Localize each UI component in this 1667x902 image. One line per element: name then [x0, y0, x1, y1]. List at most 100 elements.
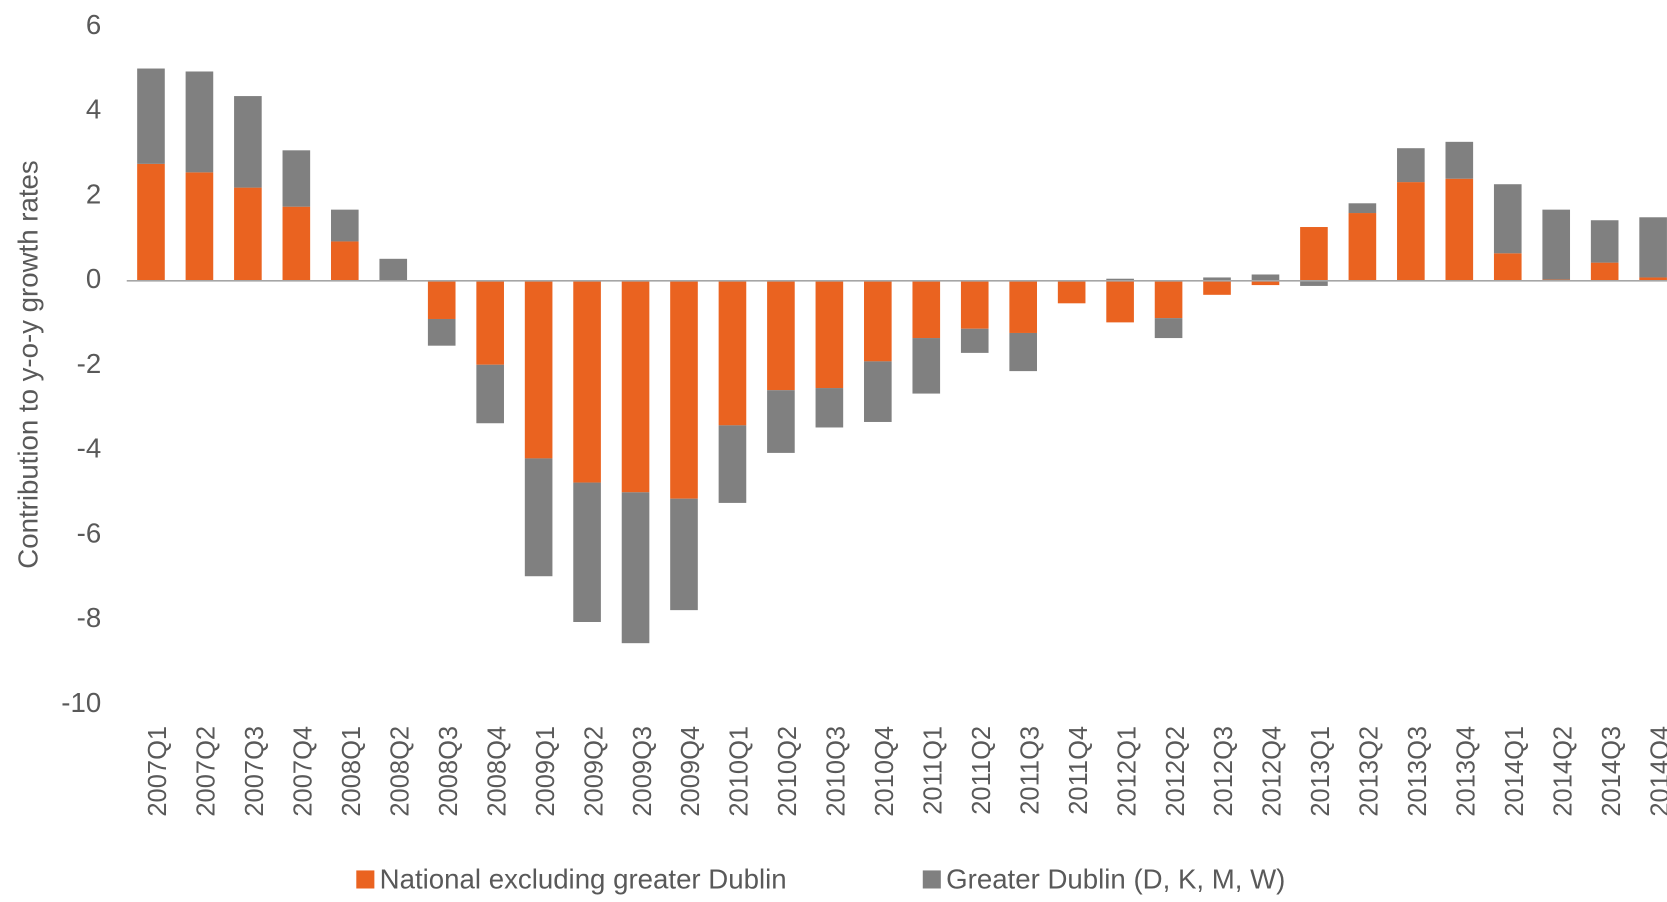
bar-segment [1445, 178, 1474, 281]
x-tick-label: 2011Q4 [1065, 726, 1093, 815]
x-tick-label: 2009Q2 [580, 726, 608, 817]
legend-label: National excluding greater Dublin [380, 863, 787, 894]
bar-segment [670, 498, 698, 611]
bar-segment [524, 458, 553, 577]
x-tick-label: 2012Q3 [1210, 726, 1238, 817]
x-tick-label: 2008Q1 [338, 726, 366, 817]
x-tick-label: 2009Q3 [629, 726, 657, 817]
bar-segment [621, 492, 650, 644]
bar-segment [282, 150, 311, 207]
bar-segment [960, 280, 989, 329]
bar-segment [573, 280, 601, 483]
x-tick-label: 2008Q2 [386, 726, 414, 817]
bar-segment [912, 280, 941, 339]
bar-segment [1397, 182, 1425, 281]
legend-swatch [922, 870, 941, 889]
bar-segment [1445, 141, 1474, 179]
bar-segment [1057, 280, 1086, 304]
bar-segment [621, 280, 650, 493]
x-tick-label: 2011Q3 [1016, 726, 1044, 815]
bar-segment [864, 361, 892, 422]
bar-segment [912, 338, 941, 394]
bar-segment [1348, 203, 1377, 214]
bar-segment [1251, 280, 1280, 286]
y-tick-label: 0 [86, 263, 101, 294]
y-tick-label: -10 [61, 687, 101, 718]
bar-segment [718, 280, 747, 426]
bar-segment [1009, 332, 1038, 372]
x-tick-label: 2007Q4 [290, 726, 318, 817]
bar-segment [1154, 280, 1183, 319]
bar-segment [864, 280, 892, 362]
y-tick-label: -2 [77, 348, 102, 379]
x-tick-label: 2014Q2 [1549, 726, 1577, 817]
x-tick-label: 2010Q3 [823, 726, 851, 817]
bar-segment [1542, 209, 1571, 280]
y-tick-label: -4 [77, 433, 102, 464]
bar-segment [815, 388, 844, 428]
bar-segment [1493, 184, 1522, 254]
bar-segment [1348, 213, 1377, 281]
bar-segment [137, 68, 165, 164]
x-tick-label: 2011Q1 [920, 726, 948, 815]
x-tick-label: 2010Q2 [774, 726, 802, 817]
bar-segment [670, 280, 698, 499]
x-tick-label: 2007Q3 [241, 726, 269, 817]
y-tick-label: 2 [86, 178, 101, 209]
bar-segment [815, 280, 844, 389]
y-tick-label: 4 [86, 94, 101, 125]
bar-segment [1251, 274, 1280, 281]
bar-segment [1590, 220, 1619, 263]
y-tick-label: 6 [86, 9, 101, 40]
x-tick-label: 2012Q4 [1259, 726, 1287, 817]
bar-segment [427, 280, 456, 319]
bar-segment [1154, 318, 1183, 339]
bar-segment [137, 163, 165, 281]
bar-segment [1639, 217, 1667, 278]
bar-segment [234, 187, 262, 281]
bar-segment [476, 280, 504, 365]
x-tick-label: 2014Q4 [1646, 726, 1667, 817]
bar-segment [718, 425, 747, 503]
x-tick-label: 2014Q3 [1598, 726, 1626, 817]
x-tick-label: 2008Q3 [435, 726, 463, 817]
bar-segment [524, 280, 553, 459]
x-tick-label: 2007Q1 [144, 726, 172, 817]
bar-segment [185, 71, 214, 173]
x-tick-label: 2012Q2 [1162, 726, 1190, 817]
bar-segment [1300, 227, 1328, 281]
y-tick-label: -6 [77, 517, 102, 548]
x-tick-label: 2009Q4 [677, 726, 705, 817]
x-tick-label: 2009Q1 [532, 726, 560, 817]
bar-segment [767, 280, 795, 391]
bar-segment [1639, 277, 1667, 281]
x-tick-label: 2014Q1 [1501, 726, 1529, 817]
bar-segment [282, 206, 311, 281]
bar-segment [1300, 280, 1328, 286]
bar-segment [330, 209, 359, 242]
bar-segment [330, 241, 359, 281]
y-tick-label: -8 [77, 602, 102, 633]
bar-segment [476, 364, 504, 424]
x-tick-label: 2007Q2 [193, 726, 221, 817]
bar-segment [767, 390, 795, 453]
bar-segment [960, 328, 989, 353]
x-tick-label: 2008Q4 [483, 726, 511, 817]
y-axis-title: Contribution to y-o-y growth rates [12, 160, 43, 568]
bar-segment [1590, 262, 1619, 281]
bar-segment [234, 96, 262, 188]
x-tick-label: 2013Q1 [1307, 726, 1335, 817]
x-tick-label: 2013Q3 [1404, 726, 1432, 817]
x-tick-label: 2012Q1 [1113, 726, 1141, 817]
x-tick-label: 2013Q2 [1356, 726, 1384, 817]
bar-segment [379, 258, 408, 280]
bar-segment [573, 482, 601, 622]
bar-segment [1106, 278, 1134, 281]
bar-segment [1397, 148, 1425, 183]
x-tick-label: 2010Q4 [871, 726, 899, 817]
x-tick-label: 2011Q2 [968, 726, 996, 815]
bar-segment [1493, 253, 1522, 281]
bar-segment [427, 318, 456, 346]
x-tick-label: 2010Q1 [726, 726, 754, 817]
